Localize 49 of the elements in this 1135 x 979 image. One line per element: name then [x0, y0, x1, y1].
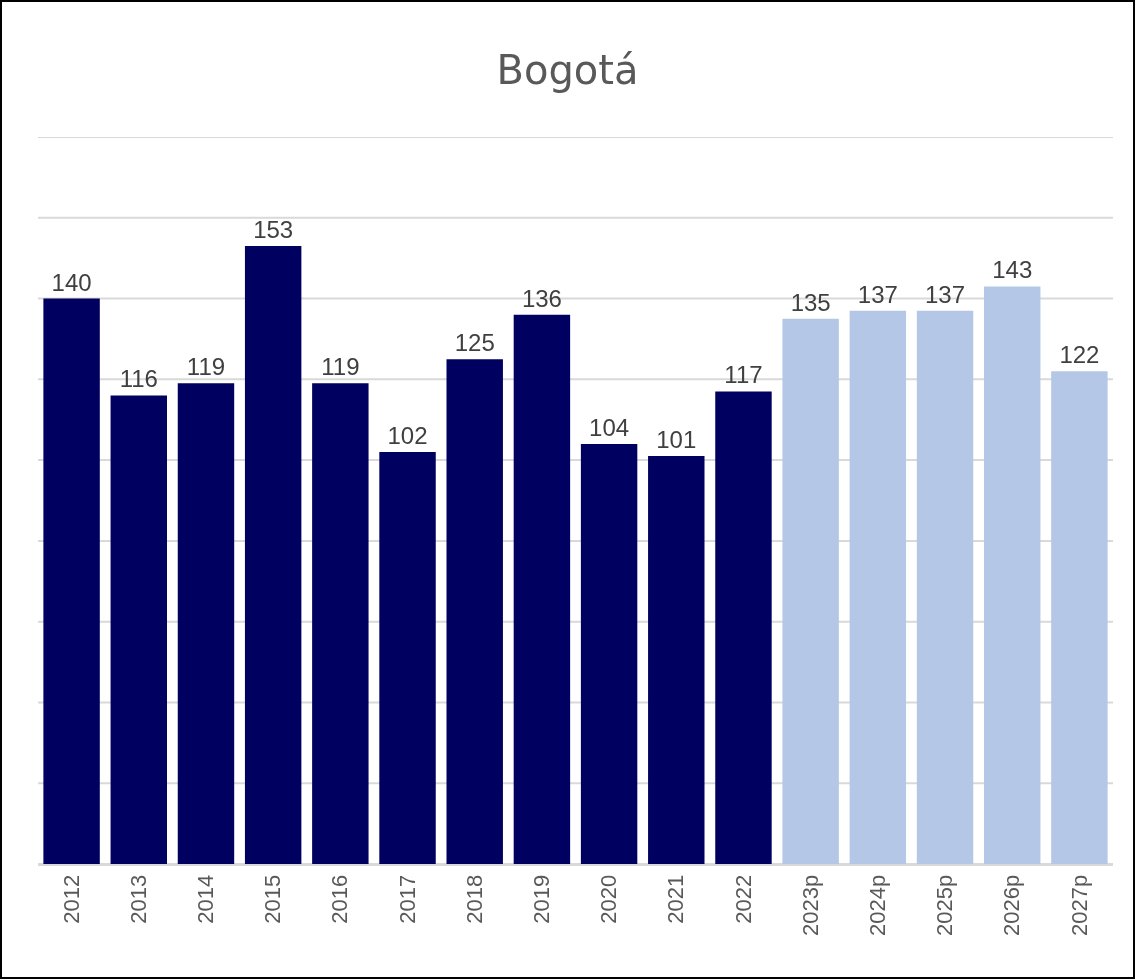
x-tick-label: 2019	[529, 874, 555, 924]
x-tick-label: 2015	[260, 874, 286, 924]
bar	[648, 456, 705, 864]
bar	[312, 383, 369, 864]
data-label: 102	[387, 422, 428, 450]
data-label: 101	[656, 426, 697, 454]
bar	[177, 383, 235, 864]
bar	[513, 314, 571, 864]
data-label: 119	[321, 353, 360, 381]
data-label: 143	[992, 256, 1033, 284]
x-tick-label: 2022	[730, 874, 756, 924]
x-tick-label: 2021	[663, 874, 689, 924]
x-tick-label: 2018	[461, 874, 487, 924]
data-label: 153	[253, 216, 294, 244]
bar	[849, 310, 907, 864]
bar	[916, 310, 974, 864]
x-tick-label: 2020	[596, 874, 622, 924]
data-label: 136	[521, 284, 562, 312]
bar	[110, 395, 167, 864]
x-tick-label: 2017	[394, 874, 420, 924]
x-tick-label: 2014	[193, 874, 219, 924]
bar	[782, 318, 839, 864]
data-label: 137	[925, 280, 966, 308]
data-label: 137	[857, 280, 898, 308]
bar	[379, 452, 436, 864]
bar	[446, 359, 503, 864]
bar	[43, 298, 100, 864]
x-tick-label: 2026p	[999, 874, 1025, 936]
data-label: 135	[790, 288, 831, 316]
x-tick-label: 2027p	[1066, 874, 1092, 936]
x-tick-label: 2025p	[932, 874, 958, 936]
data-label: 122	[1059, 341, 1100, 369]
data-label: 116	[119, 365, 158, 393]
x-tick-label: 2023p	[797, 874, 823, 936]
bar	[715, 391, 772, 864]
x-tick-label: 2013	[125, 874, 151, 924]
bar	[984, 286, 1041, 864]
chart-title: Bogotá	[496, 47, 639, 94]
data-label: 117	[724, 361, 763, 389]
data-label: 125	[454, 329, 495, 357]
x-tick-label: 2012	[58, 874, 84, 924]
x-tick-label: 2024p	[864, 874, 890, 936]
data-label: 104	[589, 413, 630, 441]
data-label: 140	[51, 268, 92, 296]
bar	[580, 443, 638, 864]
bar	[244, 246, 302, 864]
x-tick-label: 2016	[327, 874, 353, 924]
bar	[1051, 371, 1108, 864]
data-label: 119	[186, 353, 226, 381]
